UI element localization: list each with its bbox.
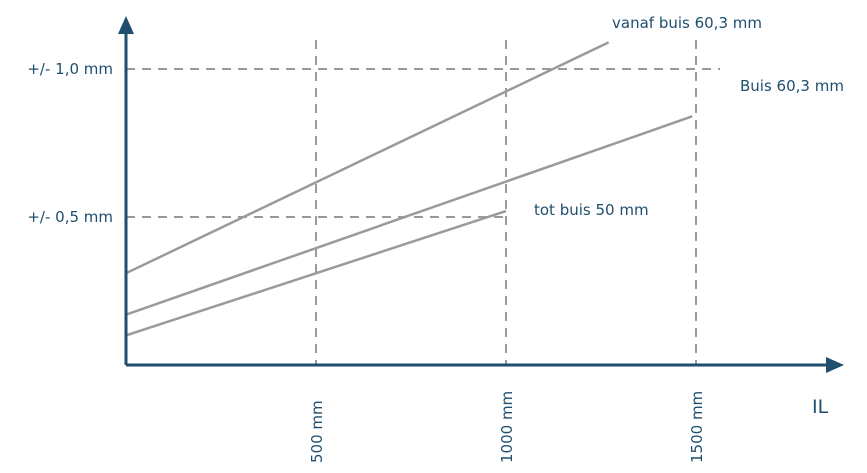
y-tick-label: +/- 1,0 mm (27, 60, 113, 78)
x-axis-arrow-icon (826, 357, 844, 373)
series-line (125, 115, 693, 316)
axes (118, 16, 844, 373)
x-axis-label: IL (812, 396, 829, 418)
series-labels: vanaf buis 60,3 mm Buis 60,3 mm tot buis 5… (534, 14, 844, 219)
series-lines (125, 41, 693, 337)
series-line (125, 41, 610, 275)
series-label: Buis 60,3 mm (740, 77, 844, 95)
tick-labels: 500 mm 1000 mm 1500 mm +/- 0,5 mm +/- 1,0 mm (27, 60, 706, 463)
x-tick-label: 1000 mm (498, 391, 516, 463)
series-label: tot buis 50 mm (534, 201, 649, 219)
x-tick-label: 500 mm (308, 400, 326, 463)
grid (126, 40, 720, 365)
x-tick-label: 1500 mm (688, 391, 706, 463)
series-label: vanaf buis 60,3 mm (612, 14, 762, 32)
y-tick-label: +/- 0,5 mm (27, 208, 113, 226)
y-axis-arrow-icon (118, 16, 134, 34)
series-line (125, 209, 507, 337)
